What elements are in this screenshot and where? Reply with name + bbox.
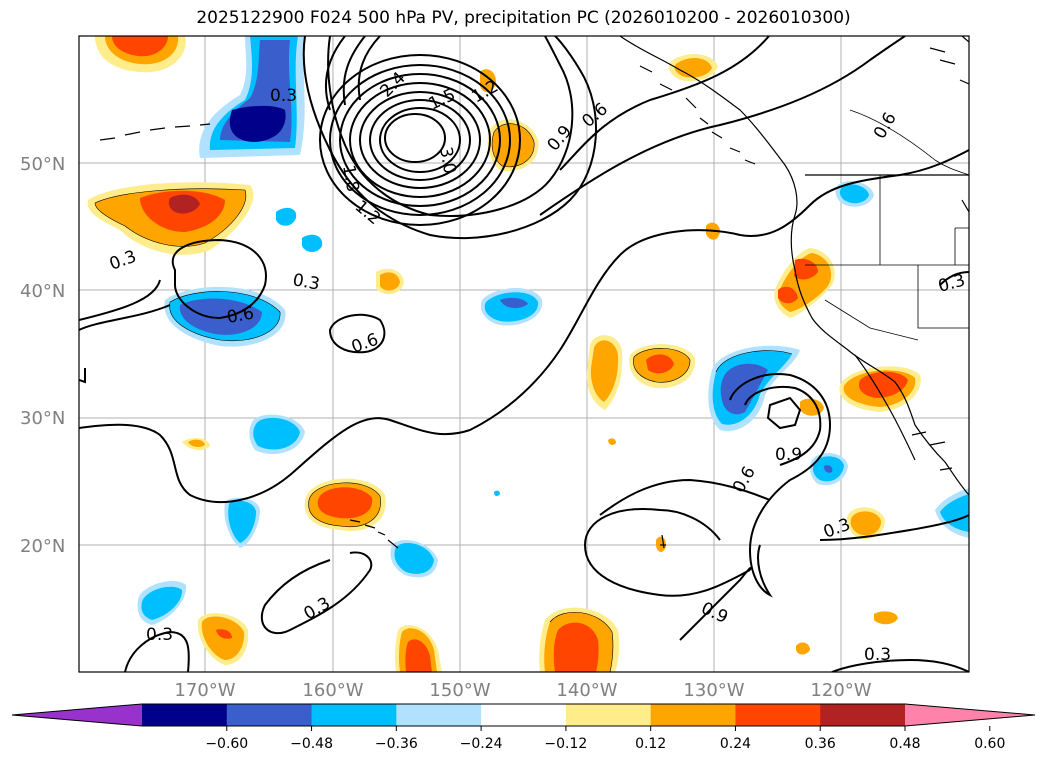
pv-contours <box>79 36 969 672</box>
colorbar-tick-label: 0.36 <box>805 736 836 752</box>
contour-label: 0.3 <box>270 86 297 106</box>
contour-label: 0.3 <box>864 645 891 665</box>
lon-label-150w: 150°W <box>429 680 490 701</box>
colorbar-tick-label: −0.12 <box>544 736 587 752</box>
colorbar-segment <box>735 704 821 726</box>
colorbar-segment <box>650 704 736 726</box>
contour-label: 0.6 <box>225 304 255 328</box>
colorbar <box>11 703 1036 731</box>
colorbar-extend-min <box>12 704 142 726</box>
colorbar-segment <box>311 704 397 726</box>
colorbar-tick-label: 0.60 <box>974 736 1005 752</box>
contour-label: 0.9 <box>775 445 802 465</box>
lon-label-160w: 160°W <box>302 680 363 701</box>
longitude-labels: 170°W 160°W 150°W 140°W 130°W 120°W <box>174 680 871 701</box>
colorbar-segment <box>226 704 313 726</box>
colorbar-segment <box>142 704 228 726</box>
shading-outlines <box>94 123 793 672</box>
colorbar-tick-label: −0.48 <box>290 736 333 752</box>
latitude-labels: 50°N 40°N 30°N 20°N <box>20 154 65 557</box>
lon-label-140w: 140°W <box>556 680 617 701</box>
colorbar-tick-label: 0.48 <box>889 736 920 752</box>
colorbar-segment <box>396 704 482 726</box>
precipitation-shading <box>87 36 969 672</box>
lon-label-120w: 120°W <box>810 680 871 701</box>
contour-label: 0.3 <box>146 625 173 645</box>
colorbar-extend-max <box>905 704 1035 726</box>
lat-label-30n: 30°N <box>20 408 65 429</box>
colorbar-tick-label: 0.12 <box>635 736 666 752</box>
map-title: 2025122900 F024 500 hPa PV, precipitatio… <box>196 8 851 28</box>
map-frame <box>78 35 970 673</box>
contour-label: 0.3 <box>291 270 321 294</box>
lat-label-50n: 50°N <box>20 154 65 175</box>
colorbar-tick-label: 0.24 <box>720 736 751 752</box>
colorbar-tick-label: −0.24 <box>460 736 503 752</box>
lat-label-20n: 20°N <box>20 536 65 557</box>
colorbar-tick-labels: −0.60 −0.48 −0.36 −0.24 −0.12 0.12 0.24 … <box>205 736 1005 752</box>
colorbar-segment <box>565 704 652 726</box>
lat-label-40n: 40°N <box>20 281 65 302</box>
lon-label-170w: 170°W <box>174 680 235 701</box>
colorbar-tick-label: −0.60 <box>205 736 248 752</box>
colorbar-segment <box>481 704 567 726</box>
contour-label: 3.0 <box>435 145 459 175</box>
contour-label: 1.8 <box>338 163 362 193</box>
colorbar-outline <box>11 703 1036 727</box>
colorbar-segment <box>820 704 906 726</box>
colorbar-tick-label: −0.36 <box>375 736 418 752</box>
lon-label-130w: 130°W <box>683 680 744 701</box>
